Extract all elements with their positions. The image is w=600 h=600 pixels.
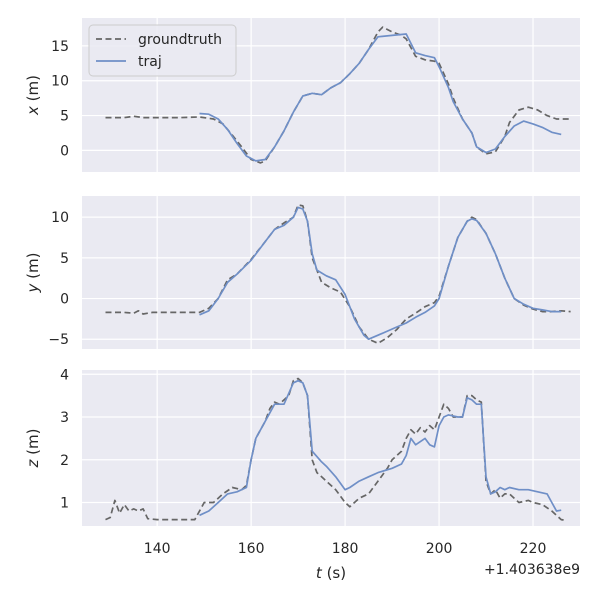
series-line-traj — [199, 33, 562, 162]
y-tick-label: 4 — [60, 367, 69, 383]
series-line-traj — [199, 206, 562, 341]
y-tick-label: 5 — [60, 109, 69, 125]
x-tick-label: 180 — [332, 541, 359, 557]
y-tick-label: −5 — [48, 332, 69, 348]
x-tick-label: 160 — [238, 541, 265, 557]
legend: groundtruth traj — [88, 24, 237, 77]
panel-x: 0 5 10 15 x (m) — [24, 18, 580, 172]
x-tick-label: 220 — [520, 541, 547, 557]
x-tick-label: 200 — [426, 541, 453, 557]
panel-y: −5 0 5 10 y (m) — [24, 196, 580, 349]
series-line-groundtruth — [105, 377, 567, 522]
y-tick-label: 10 — [51, 74, 69, 90]
panel-background — [82, 370, 580, 526]
y-tick-label: 3 — [60, 410, 69, 426]
x-axis-label: t (s) — [316, 564, 346, 582]
y-axis-label: y (m) — [24, 253, 42, 294]
panel-background — [82, 196, 580, 349]
y-tick-label: 0 — [60, 292, 69, 308]
x-offset-label: +1.403638e9 — [484, 562, 580, 578]
y-tick-label: 1 — [60, 495, 69, 511]
legend-box — [88, 24, 237, 77]
y-tick-label: 5 — [60, 251, 69, 267]
y-axis-label: x (m) — [24, 75, 42, 116]
y-axis-label: z (m) — [24, 429, 42, 469]
x-tick-label: 140 — [144, 541, 171, 557]
y-tick-label: 0 — [60, 143, 69, 159]
y-tick-label: 10 — [51, 210, 69, 226]
series-line-traj — [199, 379, 562, 517]
y-tick-label: 2 — [60, 453, 69, 469]
panel-z: 1 2 3 4 z (m) 140 160 180 200 220 — [24, 367, 580, 557]
y-tick-label: 15 — [51, 39, 69, 55]
legend-label-traj: traj — [138, 54, 162, 70]
legend-label-groundtruth: groundtruth — [138, 32, 222, 48]
